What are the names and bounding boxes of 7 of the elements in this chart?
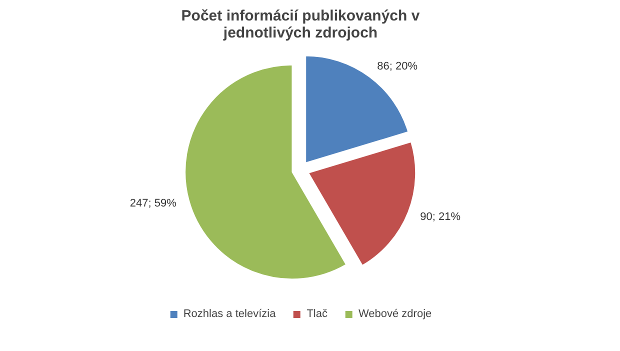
legend-label: Tlač	[306, 308, 328, 320]
data-label: 247; 59%	[130, 197, 177, 210]
data-label: 90; 21%	[420, 210, 461, 223]
data-label: 86; 20%	[377, 60, 418, 72]
chart-title: Počet informácií publikovaných v jednotlivých zdrojoch	[181, 8, 420, 42]
legend-label: Webové zdroje	[358, 308, 432, 320]
legend-label: Rozhlas a televízia	[183, 308, 276, 320]
